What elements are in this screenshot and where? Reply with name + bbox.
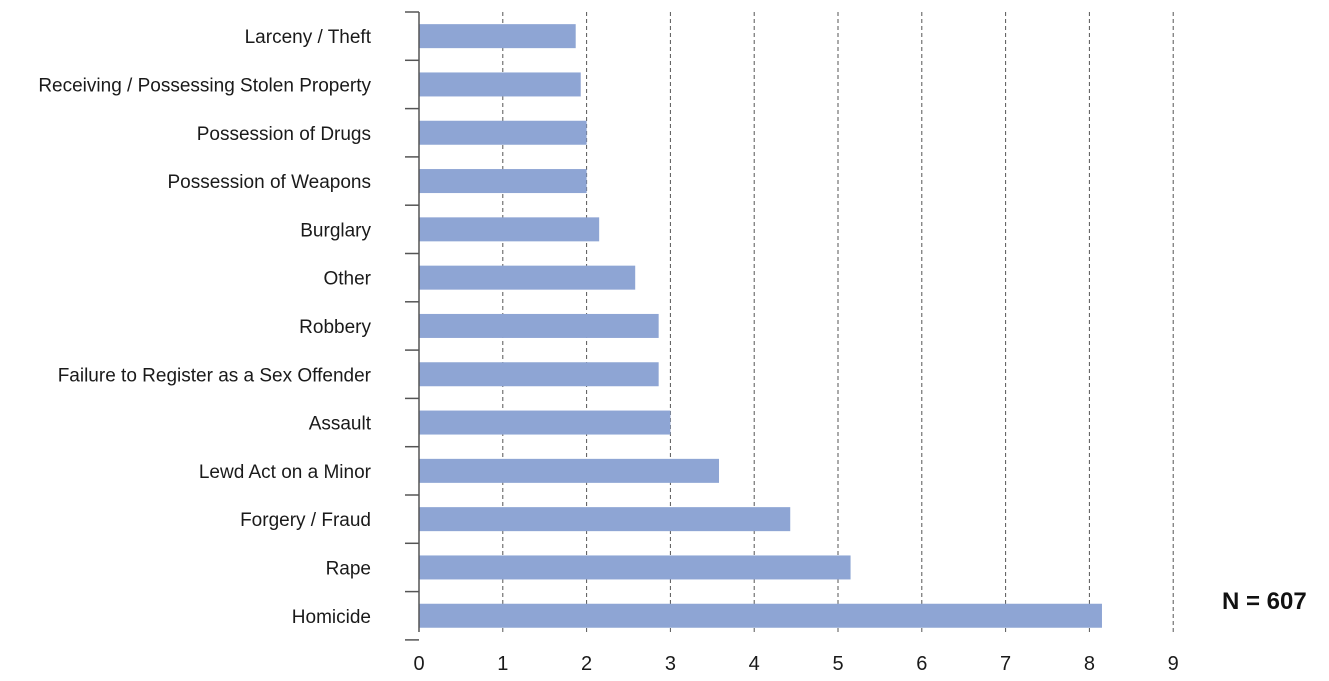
category-label-1: Receiving / Possessing Stolen Property [38, 75, 371, 96]
x-tick-label-0: 0 [413, 653, 424, 675]
category-label-12: Homicide [292, 607, 371, 628]
sample-size-annotation: N = 607 [1222, 588, 1307, 615]
x-tick-label-3: 3 [665, 653, 676, 675]
bar-7 [419, 362, 659, 387]
y-axis [405, 11, 420, 641]
x-tick-label-8: 8 [1084, 653, 1095, 675]
category-label-4: Burglary [300, 220, 371, 241]
bar-4 [419, 217, 600, 242]
bar-10 [419, 507, 791, 532]
x-tick-label-4: 4 [749, 653, 760, 675]
x-tick-label-6: 6 [916, 653, 927, 675]
category-labels: Larceny / Theft Receiving / Possessing St… [38, 27, 371, 628]
x-tick-label-7: 7 [1000, 653, 1011, 675]
bar-9 [419, 458, 720, 483]
bar-2 [419, 120, 587, 145]
bars [419, 24, 1102, 628]
x-tick-label-5: 5 [832, 653, 843, 675]
x-tick-label-9: 9 [1168, 653, 1179, 675]
bar-5 [419, 265, 636, 290]
bar-1 [419, 72, 581, 97]
category-label-10: Forgery / Fraud [240, 510, 371, 531]
bar-0 [419, 24, 576, 49]
bar-6 [419, 313, 659, 338]
bar-3 [419, 169, 587, 194]
category-label-7: Failure to Register as a Sex Offender [58, 365, 372, 386]
category-label-5: Other [323, 269, 371, 290]
x-tick-label-2: 2 [581, 653, 592, 675]
category-label-9: Lewd Act on a Minor [199, 462, 372, 483]
category-label-2: Possession of Drugs [197, 124, 371, 145]
category-label-3: Possession of Weapons [168, 172, 372, 193]
x-tick-label-1: 1 [497, 653, 508, 675]
bar-12 [419, 603, 1102, 628]
bar-8 [419, 410, 671, 435]
category-label-6: Robbery [299, 317, 371, 338]
category-label-0: Larceny / Theft [245, 27, 372, 48]
x-tick-labels: 0 1 2 3 4 5 6 7 8 9 [413, 653, 1178, 675]
category-label-8: Assault [309, 414, 372, 435]
category-label-11: Rape [326, 558, 371, 579]
bar-11 [419, 555, 851, 580]
